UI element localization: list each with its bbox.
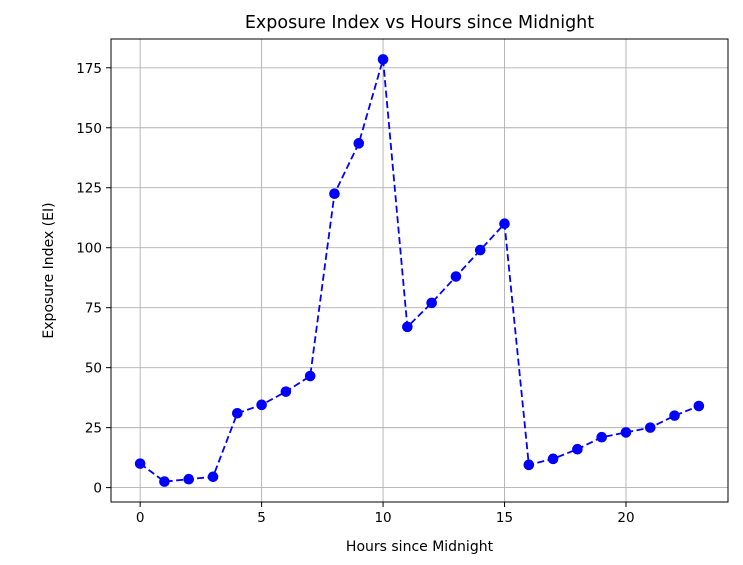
data-point [596, 431, 607, 443]
data-point [523, 459, 535, 471]
x-axis-label: Hours since Midnight [346, 539, 494, 555]
y-tick-label: 125 [76, 181, 102, 197]
data-point [207, 471, 219, 483]
y-tick-label: 175 [76, 61, 102, 77]
data-point [159, 476, 170, 487]
data-point [304, 370, 316, 382]
data-point [547, 453, 559, 465]
y-tick-label: 25 [85, 421, 102, 437]
data-point [572, 443, 583, 455]
data-point [644, 422, 656, 433]
plot-frame [110, 38, 729, 503]
x-tick-label: 5 [257, 510, 266, 526]
data-point [693, 400, 705, 412]
y-axis-label: Exposure Index (EI) [41, 202, 57, 338]
data-point [134, 458, 146, 469]
ticks: 0 5 10 15 20 0 25 50 75 100 125 150 175 [76, 61, 634, 526]
y-tick-label: 75 [85, 301, 102, 317]
data-point [232, 407, 243, 419]
data-point [280, 386, 292, 397]
grid [111, 39, 728, 502]
chart-title: Exposure Index vs Hours since Midnight [245, 13, 594, 33]
y-tick-label: 0 [93, 481, 102, 497]
data-point [499, 218, 510, 230]
data-point [183, 473, 195, 485]
x-tick-label: 20 [617, 510, 634, 526]
x-tick-label: 15 [496, 510, 513, 526]
data-point [620, 427, 632, 438]
series-layer [134, 54, 705, 487]
data-point [329, 188, 340, 200]
data-point [426, 297, 437, 309]
data-point [353, 138, 365, 149]
y-tick-label: 50 [85, 361, 102, 377]
x-tick-label: 0 [136, 510, 145, 526]
data-point [474, 244, 486, 256]
data-point [256, 399, 267, 411]
data-point [450, 271, 462, 282]
data-point [669, 410, 680, 421]
data-point [402, 321, 413, 333]
y-tick-label: 150 [76, 121, 102, 137]
y-tick-label: 100 [76, 241, 102, 257]
data-point [377, 54, 389, 65]
x-tick-label: 10 [374, 510, 391, 526]
